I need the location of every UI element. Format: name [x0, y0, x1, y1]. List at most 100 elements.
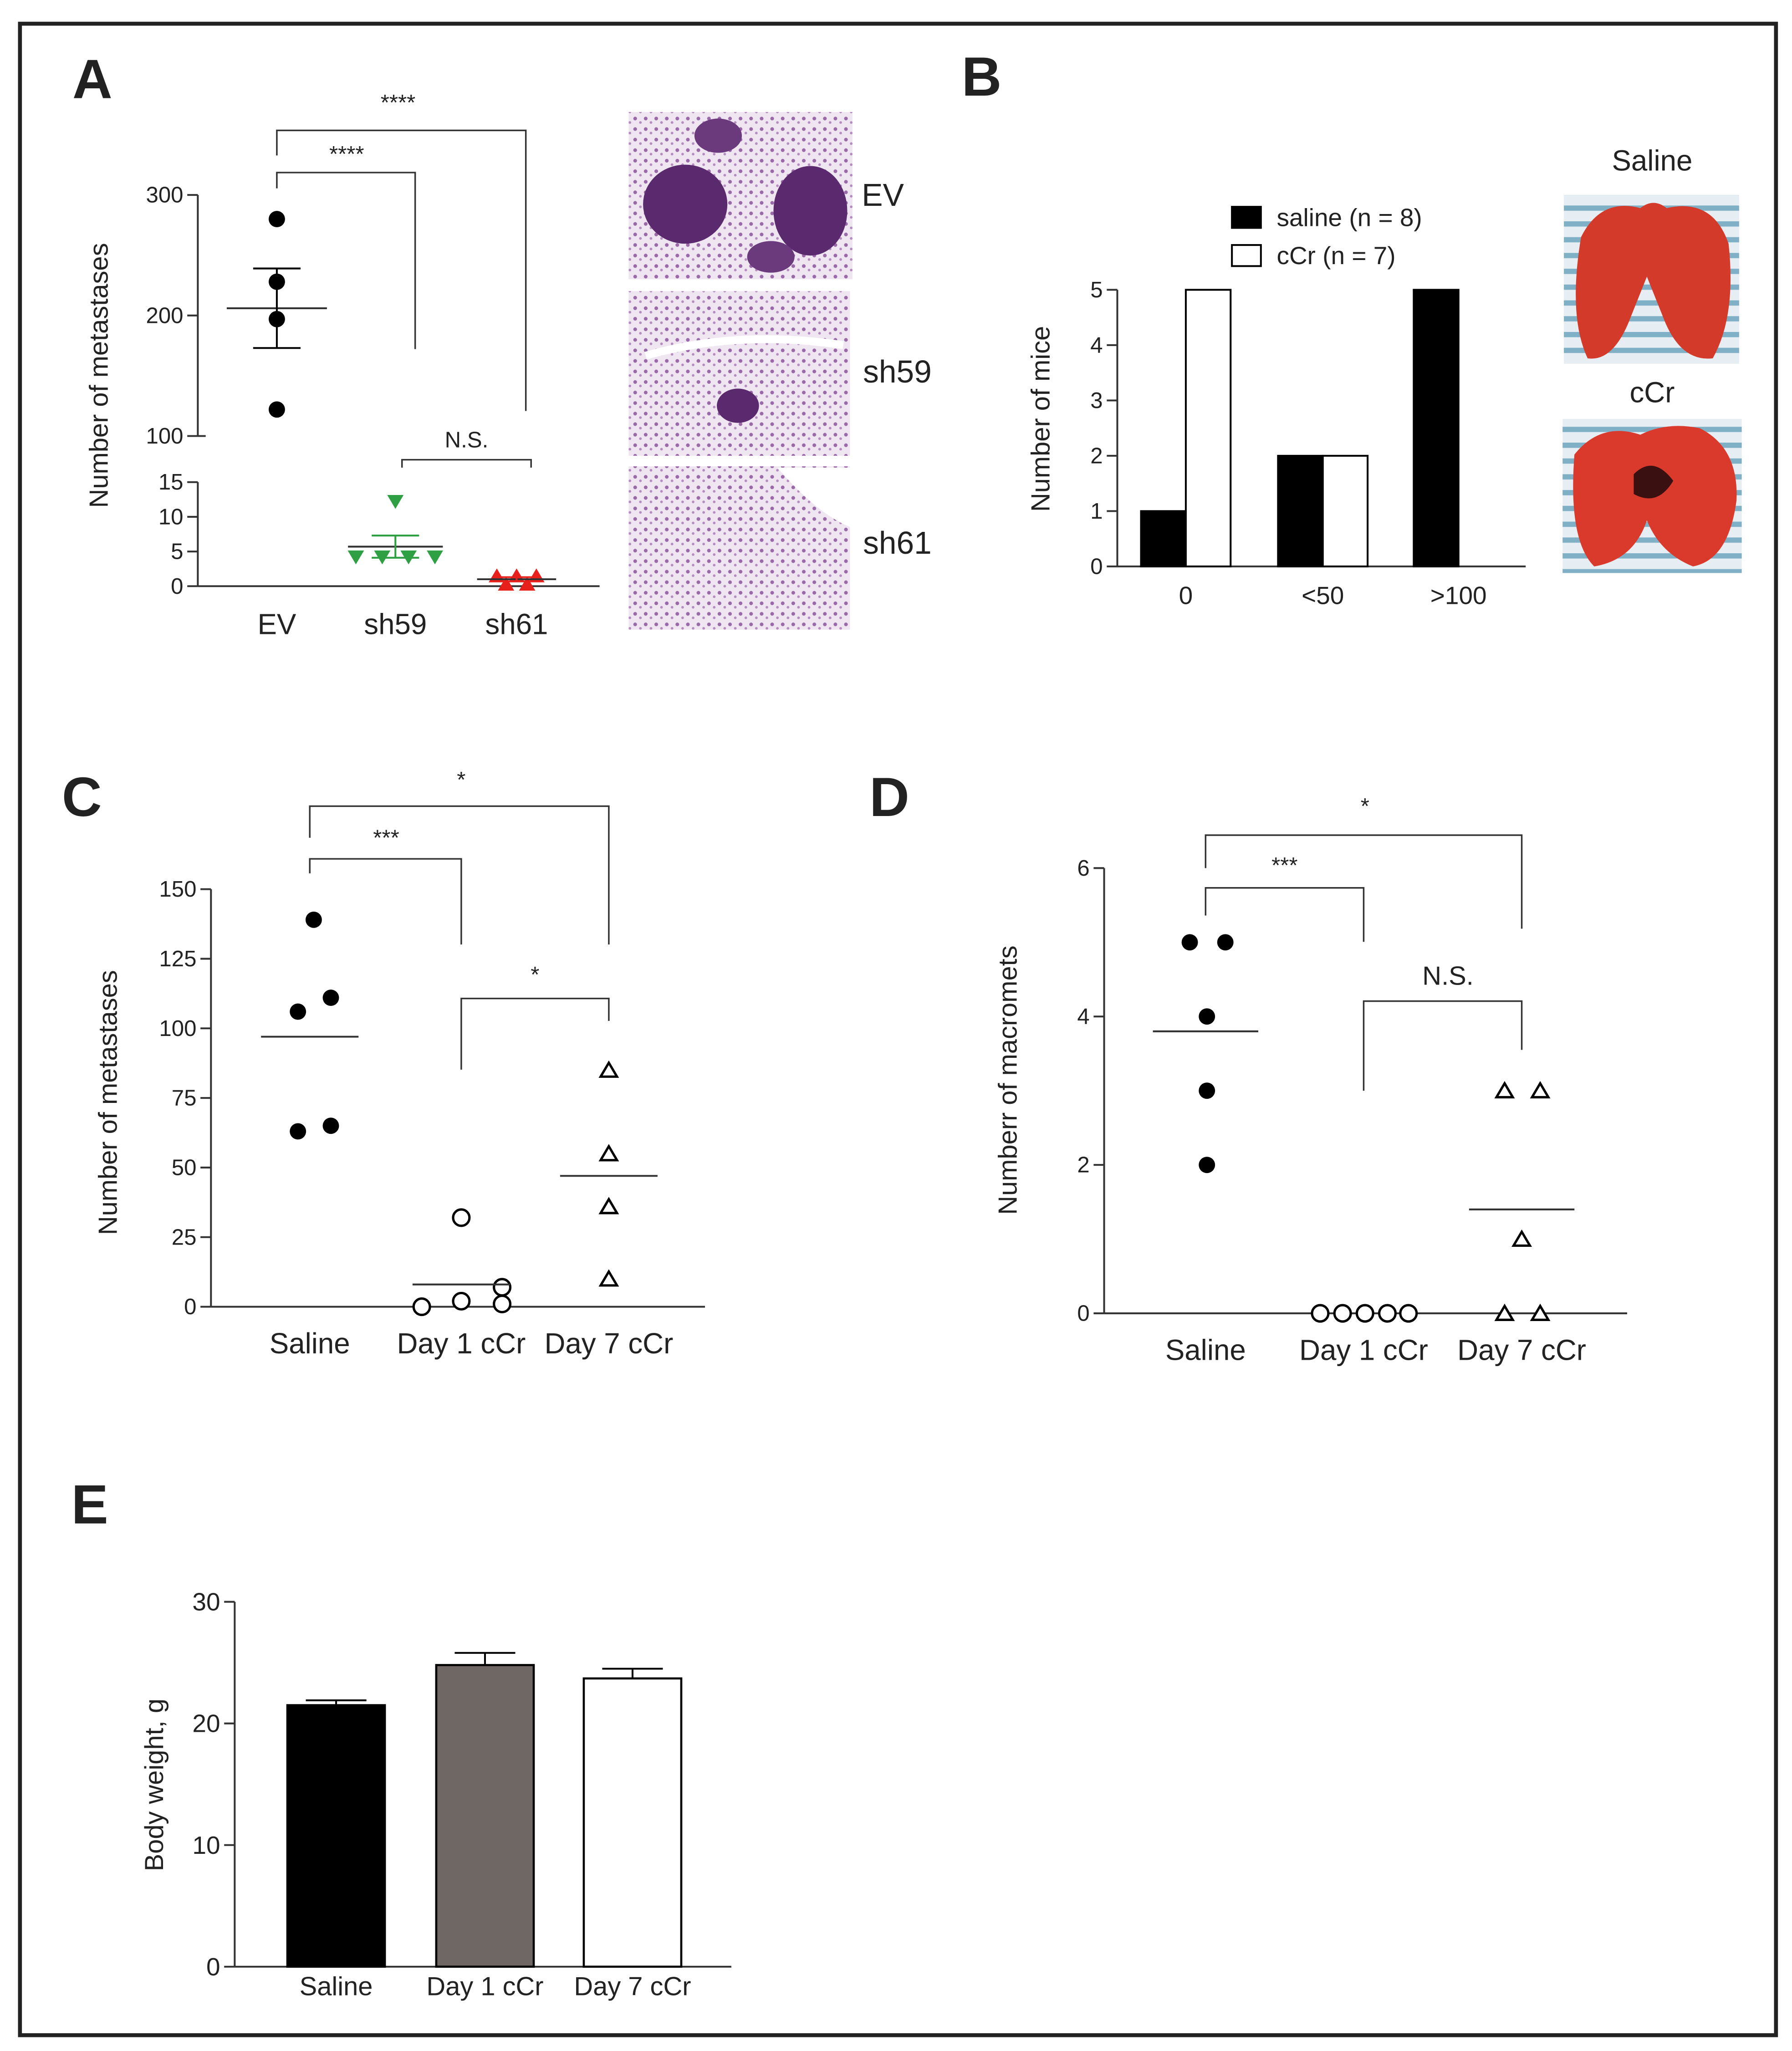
data-point: [598, 1144, 619, 1162]
image-detail: [717, 388, 759, 423]
data-point: [1199, 1157, 1215, 1173]
x-tick-label: sh61: [485, 608, 548, 641]
error-bar: [372, 535, 419, 559]
y-axis-label: Number of metastases: [94, 970, 123, 1235]
data-point: [1181, 934, 1198, 951]
bar: [1184, 289, 1232, 567]
image-label: sh61: [863, 525, 932, 561]
y-tick-label: 5: [1090, 277, 1103, 302]
x-tick-label: Day 7 cCr: [544, 1327, 673, 1360]
x-tick-label: Day 7 cCr: [1457, 1334, 1586, 1367]
significance-label: ****: [329, 142, 364, 167]
bar: [435, 1664, 535, 1968]
y-tick-label: 0: [171, 574, 183, 599]
image-label: Saline: [1612, 144, 1692, 177]
x-tick-label: Day 1 cCr: [1299, 1334, 1428, 1367]
significance-label: ***: [373, 825, 399, 850]
y-tick-label: 0: [1077, 1301, 1089, 1326]
data-point: [519, 577, 536, 591]
legend-label: saline (n = 8): [1277, 203, 1422, 231]
x-tick-label: Saline: [300, 1972, 373, 2001]
image-detail: [694, 118, 742, 153]
significance-bracket: [276, 172, 416, 349]
significance-label: ****: [381, 90, 416, 115]
data-point: [1217, 934, 1234, 951]
x-tick-label: >100: [1430, 582, 1487, 610]
y-tick-label: 2: [1077, 1153, 1089, 1178]
significance-label: N.S.: [1422, 962, 1473, 991]
image-detail: [643, 164, 728, 244]
panel-letter: E: [71, 1474, 108, 1536]
data-point: [493, 1294, 512, 1314]
y-tick-label: 1: [1090, 499, 1103, 524]
legend-swatch: [1231, 206, 1262, 229]
image-label: EV: [862, 177, 904, 213]
y-axis-label: Number of metastases: [84, 243, 113, 508]
data-point: [498, 577, 515, 591]
y-tick-label: 100: [159, 1016, 196, 1041]
significance-bracket: [276, 129, 527, 411]
significance-bracket: [1205, 834, 1523, 929]
y-tick-label: 20: [192, 1709, 220, 1738]
panel-letter: A: [72, 48, 112, 110]
y-tick-label: 30: [192, 1588, 220, 1616]
significance-bracket: [1363, 1000, 1523, 1091]
data-point: [427, 550, 443, 565]
bar: [286, 1704, 386, 1968]
data-point: [1355, 1304, 1374, 1323]
data-point: [305, 911, 322, 928]
data-point: [598, 1269, 619, 1287]
data-point: [387, 495, 404, 509]
y-tick-label: 125: [159, 946, 196, 971]
y-tick-label: 75: [172, 1086, 197, 1111]
significance-bracket: [460, 997, 610, 1070]
significance-label: *: [1361, 794, 1369, 819]
data-point: [1399, 1304, 1418, 1323]
data-point: [452, 1208, 471, 1227]
data-point: [322, 1117, 339, 1134]
y-tick-label: 0: [184, 1294, 196, 1319]
y-tick-label: 0: [206, 1953, 220, 1981]
x-tick-label: Saline: [270, 1327, 350, 1360]
x-tick-label: Day 1 cCr: [426, 1972, 543, 2001]
image-label: cCr: [1629, 377, 1675, 409]
x-tick-label: <50: [1302, 582, 1344, 610]
y-tick-label: 3: [1090, 388, 1103, 413]
y-tick-label: 300: [146, 183, 184, 208]
y-tick-label: 4: [1090, 332, 1103, 357]
data-point: [1378, 1304, 1397, 1323]
y-tick-label: 25: [172, 1224, 197, 1250]
significance-bracket: [309, 805, 610, 945]
x-tick-label: Day 7 cCr: [574, 1972, 691, 2001]
data-point: [1494, 1081, 1515, 1099]
y-tick-label: 2: [1090, 443, 1103, 468]
image-sh59: [628, 291, 850, 456]
y-tick-label: 4: [1077, 1004, 1089, 1029]
data-point: [412, 1297, 431, 1316]
data-point: [290, 1003, 306, 1020]
y-tick-label: 100: [146, 423, 184, 449]
significance-bracket: [309, 858, 462, 945]
data-point: [598, 1197, 619, 1214]
data-point: [347, 550, 364, 565]
significance-label: N.S.: [445, 428, 489, 453]
bar: [1413, 289, 1460, 567]
panel-letter: D: [869, 766, 909, 828]
data-point: [598, 1060, 619, 1078]
error-bar: [454, 1652, 516, 1665]
y-tick-label: 5: [171, 539, 183, 564]
y-axis-label: Number of mice: [1026, 326, 1056, 512]
bar: [1140, 510, 1187, 567]
y-tick-label: 15: [158, 469, 184, 495]
x-tick-label: Day 1 cCr: [397, 1327, 526, 1360]
data-point: [1311, 1304, 1330, 1323]
data-point: [1333, 1304, 1352, 1323]
significance-label: *: [457, 767, 465, 792]
y-axis-label: Body weight, g: [140, 1699, 169, 1871]
legend-swatch: [1231, 244, 1262, 267]
image-detail: [773, 166, 847, 256]
bar: [1277, 454, 1324, 567]
data-point: [493, 1278, 512, 1297]
y-tick-label: 6: [1077, 856, 1089, 881]
image-detail: [644, 335, 844, 360]
